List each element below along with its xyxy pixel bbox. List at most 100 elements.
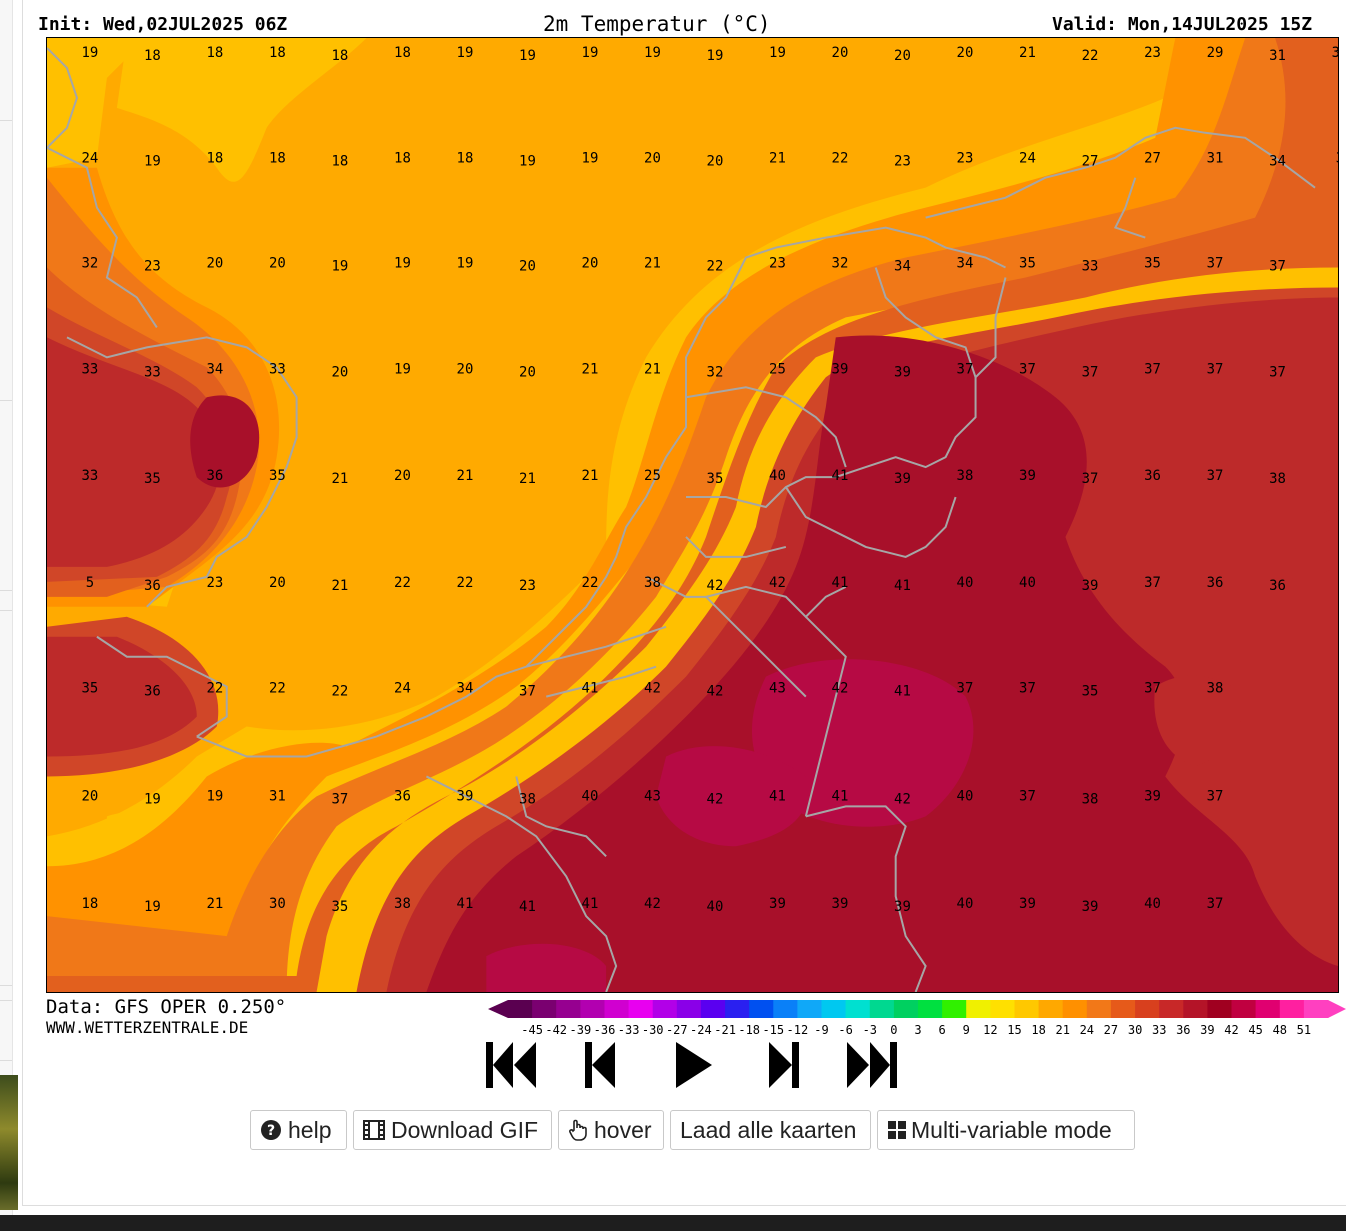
temperature-value: 38 bbox=[394, 896, 411, 912]
temperature-value: 40 bbox=[957, 896, 974, 912]
temperature-value: 42 bbox=[707, 578, 724, 594]
temperature-value: 20 bbox=[519, 364, 536, 380]
temperature-value: 39 bbox=[769, 896, 786, 912]
temperature-value: 20 bbox=[332, 364, 349, 380]
temperature-value: 40 bbox=[707, 899, 724, 915]
temperature-value: 20 bbox=[519, 259, 536, 275]
temperature-value: 37 bbox=[1144, 361, 1161, 377]
scale-label: 0 bbox=[890, 1023, 897, 1037]
temperature-value: 42 bbox=[644, 681, 661, 697]
temperature-value: 20 bbox=[644, 151, 661, 167]
temperature-value: 21 bbox=[769, 151, 786, 167]
scale-label: 36 bbox=[1176, 1023, 1190, 1037]
multi-variable-mode-button[interactable]: Multi-variable mode bbox=[877, 1110, 1135, 1150]
field-18-north bbox=[116, 38, 367, 182]
scale-swatch bbox=[1255, 1000, 1281, 1018]
temperature-value: 35 bbox=[707, 471, 724, 487]
temperature-value: 41 bbox=[582, 681, 599, 697]
temperature-value: 23 bbox=[957, 151, 974, 167]
scale-swatch bbox=[580, 1000, 605, 1018]
scale-swatch bbox=[1038, 1000, 1064, 1018]
temperature-value: 20 bbox=[457, 361, 474, 377]
temperature-value: 36 bbox=[1269, 578, 1286, 594]
temperature-value: 39 bbox=[1019, 896, 1036, 912]
scale-label: -15 bbox=[762, 1023, 784, 1037]
temperature-value: 20 bbox=[394, 468, 411, 484]
temperature-value: 18 bbox=[394, 45, 411, 61]
scale-label: -12 bbox=[787, 1023, 809, 1037]
temperature-value: 38 bbox=[519, 791, 536, 807]
temperature-value: 24 bbox=[82, 151, 99, 167]
temperature-value: 33 bbox=[144, 364, 161, 380]
hover-button[interactable]: hover bbox=[558, 1110, 664, 1150]
temperature-value: 20 bbox=[894, 48, 911, 64]
first-frame-button[interactable] bbox=[484, 1040, 538, 1090]
taskbar-strip bbox=[0, 1215, 1346, 1231]
temperature-value: 19 bbox=[207, 788, 224, 804]
temperature-value: 19 bbox=[519, 154, 536, 170]
play-button[interactable] bbox=[674, 1040, 714, 1090]
field-21 bbox=[47, 38, 1176, 837]
temperature-value: 20 bbox=[269, 575, 286, 591]
scale-swatch bbox=[1086, 1000, 1112, 1018]
temperature-value: 43 bbox=[644, 788, 661, 804]
temperature-value: 20 bbox=[82, 788, 99, 804]
temperature-value: 38 bbox=[1207, 681, 1224, 697]
question-circle-icon: ? bbox=[261, 1120, 281, 1140]
scale-swatch bbox=[508, 1000, 533, 1018]
load-all-maps-label: Laad alle kaarten bbox=[680, 1116, 857, 1143]
temperature-value: 38 bbox=[1082, 791, 1099, 807]
scale-swatch bbox=[1279, 1000, 1305, 1018]
temperature-value: 21 bbox=[332, 471, 349, 487]
temperature-value: 42 bbox=[769, 575, 786, 591]
temperature-value: 42 bbox=[894, 791, 911, 807]
field-36-west bbox=[47, 337, 221, 567]
temperature-value: 39 bbox=[894, 471, 911, 487]
load-all-maps-button[interactable]: Laad alle kaarten bbox=[670, 1110, 871, 1150]
scale-swatch bbox=[676, 1000, 702, 1018]
temperature-value: 37 bbox=[957, 681, 974, 697]
next-frame-button[interactable] bbox=[767, 1040, 801, 1090]
temperature-field bbox=[47, 38, 1338, 992]
previous-frame-button[interactable] bbox=[583, 1040, 617, 1090]
download-gif-button[interactable]: Download GIF bbox=[353, 1110, 552, 1150]
temperature-value: 19 bbox=[707, 48, 724, 64]
temperature-value: 41 bbox=[832, 575, 849, 591]
temperature-value: 18 bbox=[457, 151, 474, 167]
scale-label: -42 bbox=[545, 1023, 567, 1037]
scale-label: 39 bbox=[1200, 1023, 1214, 1037]
scale-label: 12 bbox=[983, 1023, 997, 1037]
scale-swatch bbox=[893, 1000, 919, 1018]
temperature-value: 23 bbox=[769, 256, 786, 272]
temperature-value: 21 bbox=[644, 361, 661, 377]
temperature-value: 18 bbox=[269, 45, 286, 61]
last-frame-button[interactable] bbox=[845, 1040, 899, 1090]
scale-label: -30 bbox=[642, 1023, 664, 1037]
temperature-value: 40 bbox=[957, 788, 974, 804]
temperature-value: 23 bbox=[207, 575, 224, 591]
temperature-value: 19 bbox=[519, 48, 536, 64]
temperature-value: 19 bbox=[644, 45, 661, 61]
field-36-west-south bbox=[47, 636, 197, 757]
temperature-value: 42 bbox=[707, 791, 724, 807]
temperature-value: 37 bbox=[1082, 364, 1099, 380]
temperature-value: 21 bbox=[457, 468, 474, 484]
temperature-value: 18 bbox=[144, 48, 161, 64]
temperature-value: 41 bbox=[582, 896, 599, 912]
help-button[interactable]: ? help bbox=[250, 1110, 347, 1150]
temperature-value: 21 bbox=[207, 896, 224, 912]
temperature-value: 19 bbox=[394, 256, 411, 272]
scale-left-arrow bbox=[488, 1000, 508, 1018]
scale-swatch bbox=[556, 1000, 581, 1018]
svg-text:?: ? bbox=[267, 1123, 275, 1139]
temperature-value: 37 bbox=[1082, 471, 1099, 487]
map-title: 2m Temperatur (°C) bbox=[543, 12, 771, 36]
pointer-hand-icon bbox=[569, 1119, 587, 1141]
temperature-value: 22 bbox=[394, 575, 411, 591]
temperature-value: 22 bbox=[832, 151, 849, 167]
temperature-value: 5 bbox=[86, 575, 94, 591]
scale-label: -6 bbox=[838, 1023, 852, 1037]
temperature-value: 34 bbox=[457, 681, 474, 697]
temperature-map[interactable]: 19 18 18 18 18 18 19 19 19 19 19 19 20 20 20 21 22 23 29 31… bbox=[46, 37, 1339, 993]
temperature-value: 20 bbox=[269, 256, 286, 272]
